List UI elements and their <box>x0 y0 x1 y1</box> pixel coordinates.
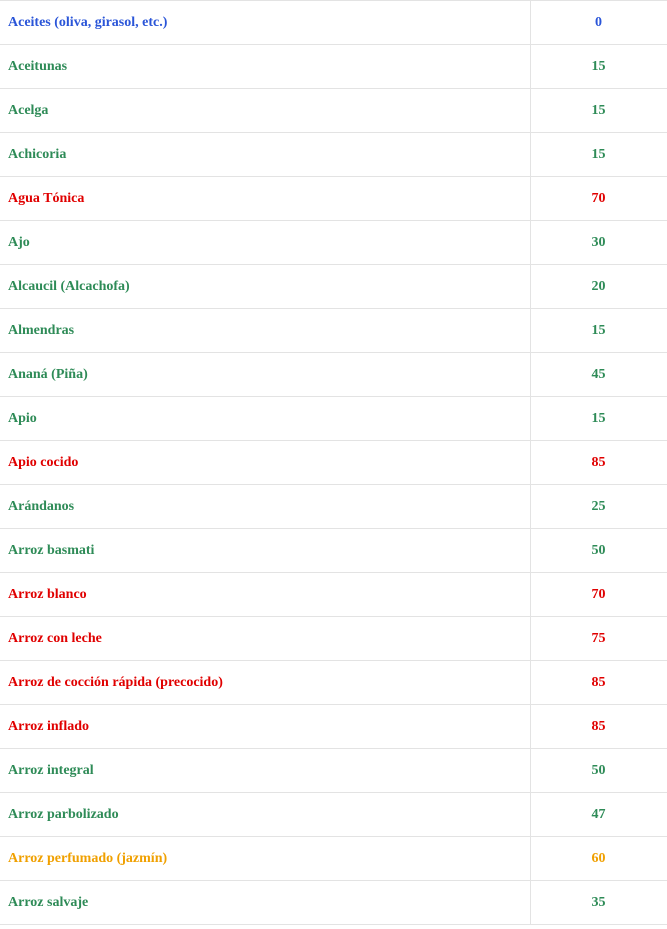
food-name: Arroz con leche <box>0 616 531 661</box>
glycemic-value: 85 <box>530 440 667 485</box>
food-name: Arroz basmati <box>0 528 531 573</box>
food-name: Apio <box>0 396 531 441</box>
table-row: Acelga 15 <box>0 88 667 133</box>
table-row: Arroz parbolizado 47 <box>0 792 667 837</box>
glycemic-value: 60 <box>530 836 667 881</box>
table-row: Arroz basmati 50 <box>0 528 667 573</box>
table-row: Arroz perfumado (jazmín) 60 <box>0 836 667 881</box>
food-name: Arroz integral <box>0 748 531 793</box>
table-row: Arroz integral 50 <box>0 748 667 793</box>
food-name: Arroz de cocción rápida (precocido) <box>0 660 531 705</box>
table-row: Almendras 15 <box>0 308 667 353</box>
food-name: Agua Tónica <box>0 176 531 221</box>
table-row: Ananá (Piña) 45 <box>0 352 667 397</box>
food-name: Ananá (Piña) <box>0 352 531 397</box>
glycemic-value: 50 <box>530 528 667 573</box>
glycemic-value: 30 <box>530 220 667 265</box>
table-row: Apio cocido 85 <box>0 440 667 485</box>
glycemic-value: 25 <box>530 484 667 529</box>
table-row: Arroz con leche 75 <box>0 616 667 661</box>
food-name: Arroz inflado <box>0 704 531 749</box>
food-name: Almendras <box>0 308 531 353</box>
food-name: Arándanos <box>0 484 531 529</box>
table-row: Aceitunas 15 <box>0 44 667 89</box>
food-name: Ajo <box>0 220 531 265</box>
glycemic-value: 47 <box>530 792 667 837</box>
table-row: Arroz salvaje 35 <box>0 880 667 925</box>
table-row: Arroz blanco 70 <box>0 572 667 617</box>
glycemic-value: 75 <box>530 616 667 661</box>
food-name: Arroz blanco <box>0 572 531 617</box>
glycemic-value: 15 <box>530 396 667 441</box>
glycemic-value: 20 <box>530 264 667 309</box>
glycemic-value: 85 <box>530 704 667 749</box>
glycemic-value: 70 <box>530 572 667 617</box>
table-row: Aceites (oliva, girasol, etc.) 0 <box>0 0 667 45</box>
glycemic-value: 0 <box>530 0 667 45</box>
food-name: Arroz parbolizado <box>0 792 531 837</box>
table-row: Agua Tónica 70 <box>0 176 667 221</box>
food-name: Acelga <box>0 88 531 133</box>
glycemic-value: 15 <box>530 44 667 89</box>
food-name: Achicoria <box>0 132 531 177</box>
glycemic-value: 35 <box>530 880 667 925</box>
glycemic-value: 45 <box>530 352 667 397</box>
glycemic-value: 85 <box>530 660 667 705</box>
glycemic-value: 15 <box>530 308 667 353</box>
table-row: Achicoria 15 <box>0 132 667 177</box>
table-row: Arroz de cocción rápida (precocido) 85 <box>0 660 667 705</box>
food-name: Arroz perfumado (jazmín) <box>0 836 531 881</box>
table-row: Arroz inflado 85 <box>0 704 667 749</box>
glycemic-value: 70 <box>530 176 667 221</box>
table-row: Ajo 30 <box>0 220 667 265</box>
glycemic-value: 15 <box>530 132 667 177</box>
food-name: Aceites (oliva, girasol, etc.) <box>0 0 531 45</box>
glycemic-value: 50 <box>530 748 667 793</box>
food-name: Arroz salvaje <box>0 880 531 925</box>
glycemic-value: 15 <box>530 88 667 133</box>
table-row: Alcaucil (Alcachofa) 20 <box>0 264 667 309</box>
food-name: Apio cocido <box>0 440 531 485</box>
table-row: Arándanos 25 <box>0 484 667 529</box>
food-name: Alcaucil (Alcachofa) <box>0 264 531 309</box>
table-row: Apio 15 <box>0 396 667 441</box>
food-name: Aceitunas <box>0 44 531 89</box>
